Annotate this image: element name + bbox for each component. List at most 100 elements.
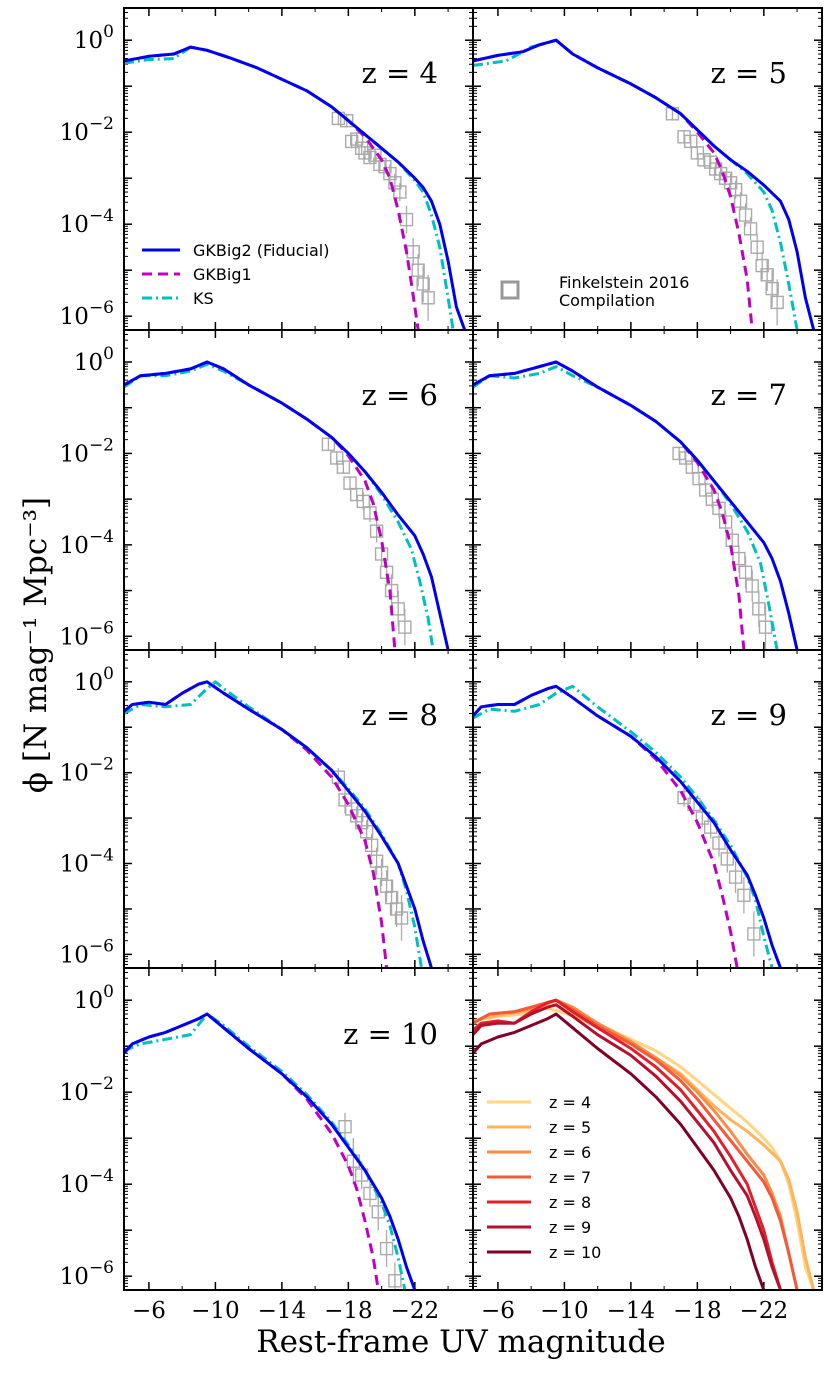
z-label: z = 7 bbox=[711, 378, 787, 412]
y-tick-base: 10 bbox=[60, 852, 89, 878]
panel-data-1 bbox=[473, 38, 816, 330]
y-tick-exponent: −6 bbox=[89, 1258, 114, 1278]
series-line-ks bbox=[124, 362, 435, 650]
obs-point bbox=[331, 770, 346, 784]
obs-point bbox=[755, 258, 769, 273]
y-tick-exponent: −2 bbox=[89, 1074, 114, 1094]
y-tick-exponent: 0 bbox=[103, 664, 114, 684]
series-line-gk2 bbox=[124, 680, 433, 968]
y-tick-base: 10 bbox=[74, 988, 103, 1014]
obs-point bbox=[344, 134, 359, 149]
y-tick-label: 10−2 bbox=[60, 755, 114, 787]
y-tick-base: 10 bbox=[60, 942, 89, 968]
y-tick-label: 10−2 bbox=[60, 1074, 114, 1106]
obs-point bbox=[388, 1274, 402, 1288]
y-tick-base: 10 bbox=[60, 1264, 89, 1290]
obs-point bbox=[338, 1119, 352, 1134]
obs-point bbox=[411, 263, 425, 277]
obs-point bbox=[398, 620, 412, 634]
legend-label-combined: z = 4 bbox=[549, 1093, 591, 1112]
series-line-gk2 bbox=[124, 360, 450, 650]
series-line-ks bbox=[124, 1012, 407, 1290]
panel-data-2 bbox=[124, 360, 450, 650]
panel-data-5 bbox=[473, 684, 782, 968]
obs-point bbox=[363, 150, 377, 165]
y-tick-exponent: −6 bbox=[89, 298, 114, 318]
panel-frame bbox=[472, 967, 823, 1291]
y-tick-base: 10 bbox=[60, 120, 89, 146]
series-line-gk1 bbox=[124, 1012, 380, 1290]
y-tick-label: 10−4 bbox=[60, 846, 114, 878]
obs-point bbox=[745, 579, 759, 593]
legend-label-gk2: GKBig2 (Fiducial) bbox=[193, 241, 330, 260]
obs-point bbox=[737, 888, 751, 903]
obs-point bbox=[349, 132, 364, 146]
obs-point bbox=[358, 146, 372, 160]
z-label: z = 9 bbox=[711, 698, 787, 732]
y-tick-base: 10 bbox=[74, 350, 103, 376]
y-tick-exponent: −2 bbox=[89, 435, 114, 455]
x-tick-label: −6 bbox=[481, 1298, 515, 1324]
obs-point bbox=[349, 809, 364, 823]
z-label: z = 4 bbox=[362, 56, 438, 90]
obs-point bbox=[743, 222, 758, 236]
series-line-gk2 bbox=[124, 1012, 417, 1290]
obs-point bbox=[708, 162, 723, 176]
legend-label-combined: z = 5 bbox=[549, 1118, 591, 1137]
y-tick-base: 10 bbox=[60, 624, 89, 650]
obs-point bbox=[718, 515, 733, 529]
legend-label-combined: z = 7 bbox=[549, 1168, 591, 1187]
obs-point bbox=[374, 865, 389, 880]
series-line-gk2 bbox=[124, 45, 467, 330]
z-label: z = 10 bbox=[343, 1017, 438, 1051]
legend-label-obs-line1: Finkelstein 2016 bbox=[559, 273, 689, 292]
obs-point bbox=[718, 171, 733, 185]
y-tick-exponent: −2 bbox=[89, 114, 114, 134]
obs-point bbox=[339, 113, 354, 128]
y-tick-label: 10−4 bbox=[60, 206, 114, 238]
x-axis-label: Rest-frame UV magnitude bbox=[256, 1324, 665, 1360]
y-tick-label: 10−6 bbox=[60, 298, 114, 330]
y-tick-label: 10−4 bbox=[60, 1166, 114, 1198]
obs-point bbox=[723, 176, 738, 190]
series-line-gk2 bbox=[473, 38, 816, 330]
y-tick-exponent: −6 bbox=[89, 936, 114, 956]
obs-point bbox=[677, 790, 691, 805]
y-tick-label: 10−6 bbox=[60, 936, 114, 968]
obs-point bbox=[389, 902, 404, 916]
y-tick-exponent: −4 bbox=[89, 1166, 114, 1186]
obs-point bbox=[388, 176, 402, 190]
y-tick-label: 10−2 bbox=[60, 435, 114, 467]
z-label: z = 5 bbox=[711, 56, 787, 90]
combined-series-line bbox=[473, 998, 799, 1290]
combined-series-line bbox=[473, 1012, 766, 1290]
obs-point bbox=[770, 295, 784, 310]
x-tick-label: −18 bbox=[324, 1298, 373, 1324]
panel-data-0 bbox=[124, 45, 467, 330]
obs-point bbox=[733, 194, 748, 208]
obs-point bbox=[379, 1241, 394, 1256]
obs-point bbox=[720, 852, 734, 866]
y-tick-exponent: −2 bbox=[89, 755, 114, 775]
panel-data-3 bbox=[473, 360, 799, 650]
legend-label-gk1: GKBig1 bbox=[193, 265, 252, 284]
obs-point bbox=[394, 911, 409, 925]
obs-point bbox=[369, 524, 384, 538]
obs-point bbox=[765, 281, 779, 296]
obs-point bbox=[393, 185, 407, 199]
y-tick-base: 10 bbox=[60, 304, 89, 330]
x-tick-label: −14 bbox=[607, 1298, 656, 1324]
y-tick-base: 10 bbox=[74, 670, 103, 696]
panel-data-6 bbox=[124, 1012, 417, 1290]
obs-point bbox=[336, 460, 351, 474]
combined-series-line bbox=[473, 1003, 782, 1290]
y-tick-label: 10−2 bbox=[60, 114, 114, 146]
series-line-gk2 bbox=[473, 360, 799, 650]
series-line-gk1 bbox=[124, 360, 397, 650]
y-tick-label: 10−6 bbox=[60, 1258, 114, 1290]
legend-label-combined: z = 6 bbox=[549, 1143, 591, 1162]
obs-point bbox=[383, 166, 397, 181]
